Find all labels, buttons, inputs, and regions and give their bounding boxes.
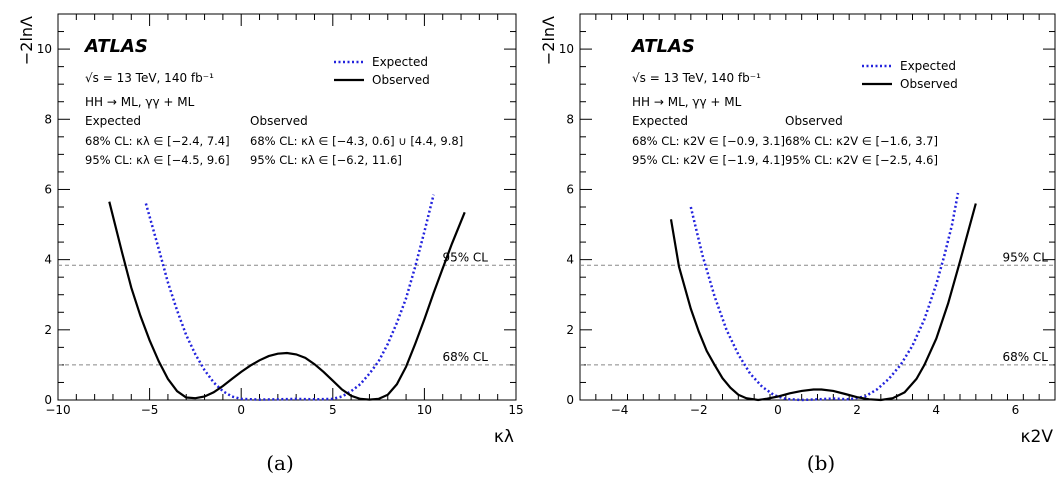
x-tick-label: 0: [237, 403, 245, 417]
expected-95-interval: 95% CL: κλ ∈ [−4.5, 9.6]: [85, 153, 230, 167]
energy-label: √s = 13 TeV, 140 fb⁻¹: [632, 71, 761, 85]
channel-label: HH → ML, γγ + ML: [85, 95, 195, 109]
y-tick-label: 8: [566, 112, 574, 126]
x-tick-label: 2: [853, 403, 861, 417]
y-tick-label: 8: [44, 112, 52, 126]
experiment-label: ATLAS: [83, 36, 148, 57]
y-tick-label: 0: [44, 393, 52, 407]
legend-expected-label: Expected: [372, 55, 428, 69]
cl-label: 68% CL: [442, 350, 488, 364]
x-axis-label: κλ: [494, 427, 514, 447]
curve-expected: [144, 194, 435, 401]
y-tick-label: 6: [566, 182, 574, 196]
x-tick-label: 5: [329, 403, 337, 417]
expected-header: Expected: [632, 114, 688, 128]
observed-68-interval: 68% CL: κλ ∈ [−4.3, 0.6] ∪ [4.4, 9.8]: [250, 134, 463, 148]
y-tick-label: 6: [44, 182, 52, 196]
x-tick-label: −4: [611, 403, 629, 417]
legend-expected-label: Expected: [900, 59, 956, 73]
y-tick-label: 4: [44, 253, 52, 267]
caption-b: (b): [807, 451, 835, 475]
channel-label: HH → ML, γγ + ML: [632, 95, 742, 109]
caption-a: (a): [266, 451, 294, 475]
x-tick-label: 6: [1012, 403, 1020, 417]
expected-header: Expected: [85, 114, 141, 128]
y-tick-label: 4: [566, 253, 574, 267]
curve-observed: [108, 201, 466, 401]
legend-observed-label: Observed: [372, 73, 430, 87]
expected-95-interval: 95% CL: κ2V ∈ [−1.9, 4.1]: [632, 153, 785, 167]
observed-68-interval: 68% CL: κ2V ∈ [−1.6, 3.7]: [785, 134, 938, 148]
curve-expected: [689, 192, 960, 402]
x-tick-label: −10: [45, 403, 70, 417]
y-tick-label: 2: [44, 323, 52, 337]
experiment-label: ATLAS: [630, 36, 695, 57]
y-axis-label: −2lnΛ: [17, 16, 36, 65]
observed-header: Observed: [250, 114, 308, 128]
x-tick-label: −2: [690, 403, 708, 417]
x-tick-label: −5: [141, 403, 159, 417]
observed-95-interval: 95% CL: κ2V ∈ [−2.5, 4.6]: [785, 153, 938, 167]
legend-observed-label: Observed: [900, 77, 958, 91]
x-tick-label: 0: [774, 403, 782, 417]
cl-label: 95% CL: [1002, 250, 1048, 264]
x-axis-label: κ2V: [1021, 427, 1054, 447]
panel-a: 0 2 4 6 8 10 −10 −5 0 5 10 15 κλ −2lnΛ 95% CL 68% CL ATL…: [17, 13, 524, 447]
energy-label: √s = 13 TeV, 140 fb⁻¹: [85, 71, 214, 85]
curve-observed: [669, 203, 977, 402]
expected-68-interval: 68% CL: κ2V ∈ [−0.9, 3.1]: [632, 134, 785, 148]
y-axis-label: −2lnΛ: [539, 16, 558, 65]
observed-95-interval: 95% CL: κλ ∈ [−6.2, 11.6]: [250, 153, 402, 167]
y-tick-label: 10: [37, 42, 52, 56]
observed-header: Observed: [785, 114, 843, 128]
x-tick-label: 4: [932, 403, 940, 417]
y-tick-label: 0: [566, 393, 574, 407]
cl-label: 95% CL: [442, 250, 488, 264]
expected-68-interval: 68% CL: κλ ∈ [−2.4, 7.4]: [85, 134, 230, 148]
x-tick-label: 10: [417, 403, 432, 417]
cl-label: 68% CL: [1002, 350, 1048, 364]
x-tick-label: 15: [508, 403, 523, 417]
y-tick-label: 10: [559, 42, 574, 56]
y-tick-label: 2: [566, 323, 574, 337]
